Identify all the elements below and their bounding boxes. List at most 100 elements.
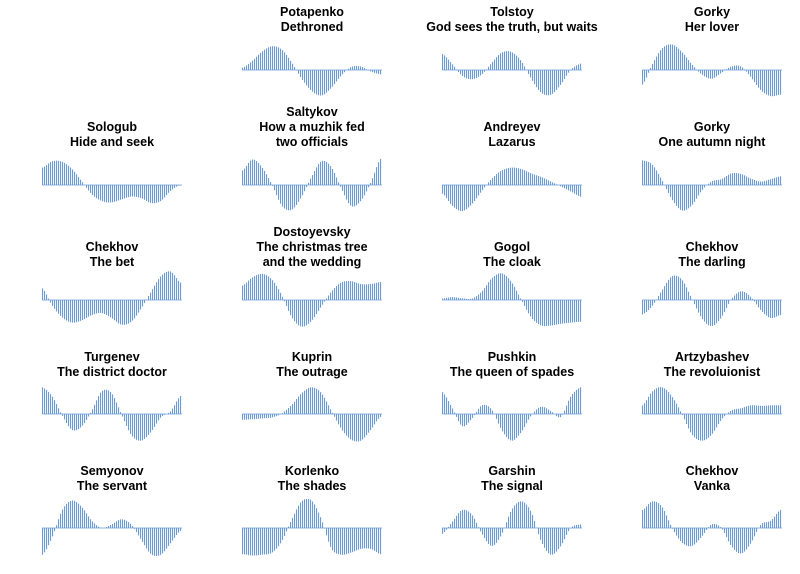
bar bbox=[736, 408, 738, 414]
bar bbox=[496, 174, 498, 185]
bar bbox=[694, 67, 696, 70]
bar bbox=[320, 300, 322, 308]
bar bbox=[526, 300, 528, 310]
bar bbox=[292, 517, 294, 528]
bar bbox=[670, 185, 672, 197]
bar bbox=[464, 70, 466, 78]
bar bbox=[476, 185, 478, 199]
bar bbox=[690, 414, 692, 433]
bar bbox=[728, 67, 730, 70]
bar bbox=[376, 282, 378, 300]
bar bbox=[502, 273, 504, 300]
bar bbox=[770, 70, 772, 97]
bar bbox=[134, 300, 136, 319]
bar bbox=[242, 67, 244, 70]
bar bbox=[502, 528, 504, 533]
bar bbox=[730, 528, 732, 545]
bar bbox=[466, 298, 468, 300]
bar bbox=[44, 166, 46, 185]
bar bbox=[272, 414, 274, 418]
bar bbox=[486, 405, 488, 414]
bar bbox=[250, 160, 252, 185]
bar bbox=[48, 163, 50, 185]
bar bbox=[54, 300, 56, 309]
bar bbox=[762, 300, 764, 312]
panel-title: Semyonov The servant bbox=[12, 464, 212, 494]
bar bbox=[246, 65, 248, 70]
bar bbox=[356, 185, 358, 206]
bar bbox=[350, 185, 352, 206]
bar bbox=[548, 300, 550, 326]
bar bbox=[766, 300, 768, 316]
panel-author: Garshin bbox=[488, 464, 536, 478]
bar bbox=[314, 387, 316, 414]
bar bbox=[284, 528, 286, 536]
bar bbox=[780, 176, 782, 185]
bar bbox=[164, 185, 166, 198]
bar bbox=[144, 528, 146, 546]
bar bbox=[90, 185, 92, 193]
bar bbox=[704, 528, 706, 533]
bar bbox=[72, 500, 74, 528]
bar bbox=[702, 528, 704, 536]
bar bbox=[116, 300, 118, 322]
bar bbox=[302, 300, 304, 327]
bar bbox=[138, 528, 140, 536]
bar bbox=[694, 185, 696, 202]
bar bbox=[100, 300, 102, 313]
panel-story: The queen of spades bbox=[449, 365, 575, 379]
bar bbox=[740, 291, 742, 300]
bar bbox=[580, 300, 582, 322]
bar bbox=[154, 285, 156, 300]
bar bbox=[510, 51, 512, 70]
bar bbox=[746, 406, 748, 414]
bar bbox=[280, 48, 282, 70]
bar bbox=[244, 284, 246, 300]
bar bbox=[252, 159, 254, 185]
bar bbox=[118, 300, 120, 324]
bar bbox=[718, 179, 720, 185]
bar bbox=[178, 528, 180, 533]
bar bbox=[312, 300, 314, 320]
panel-author: Andreyev bbox=[483, 120, 541, 134]
bar bbox=[538, 175, 540, 185]
bar bbox=[674, 400, 676, 414]
bar bbox=[76, 501, 78, 528]
bar bbox=[166, 271, 168, 300]
bar bbox=[286, 185, 288, 210]
bar bbox=[780, 70, 782, 95]
bar bbox=[580, 524, 582, 528]
bar bbox=[126, 414, 128, 426]
bar bbox=[558, 300, 560, 325]
bar bbox=[252, 414, 254, 420]
bar bbox=[448, 401, 450, 414]
bar bbox=[454, 297, 456, 300]
bar bbox=[292, 403, 294, 414]
bar bbox=[320, 392, 322, 414]
bar bbox=[152, 185, 154, 204]
bar bbox=[770, 520, 772, 528]
bar bbox=[94, 300, 96, 315]
bar bbox=[256, 161, 258, 185]
panel-plot bbox=[642, 44, 782, 97]
bar bbox=[520, 501, 522, 528]
bar bbox=[324, 300, 326, 302]
bar bbox=[722, 528, 724, 530]
bar bbox=[780, 405, 782, 414]
bar bbox=[260, 528, 262, 555]
bar bbox=[760, 405, 762, 414]
bar bbox=[142, 300, 144, 307]
bar bbox=[340, 185, 342, 187]
bar bbox=[452, 297, 454, 300]
bar bbox=[724, 528, 726, 534]
bar bbox=[86, 300, 88, 318]
bar bbox=[104, 389, 106, 414]
bar bbox=[246, 414, 248, 420]
bar bbox=[738, 408, 740, 414]
bar bbox=[272, 46, 274, 70]
bar bbox=[754, 528, 756, 537]
bar bbox=[272, 185, 274, 186]
bar bbox=[540, 300, 542, 326]
bar bbox=[732, 66, 734, 70]
bar bbox=[62, 414, 64, 416]
